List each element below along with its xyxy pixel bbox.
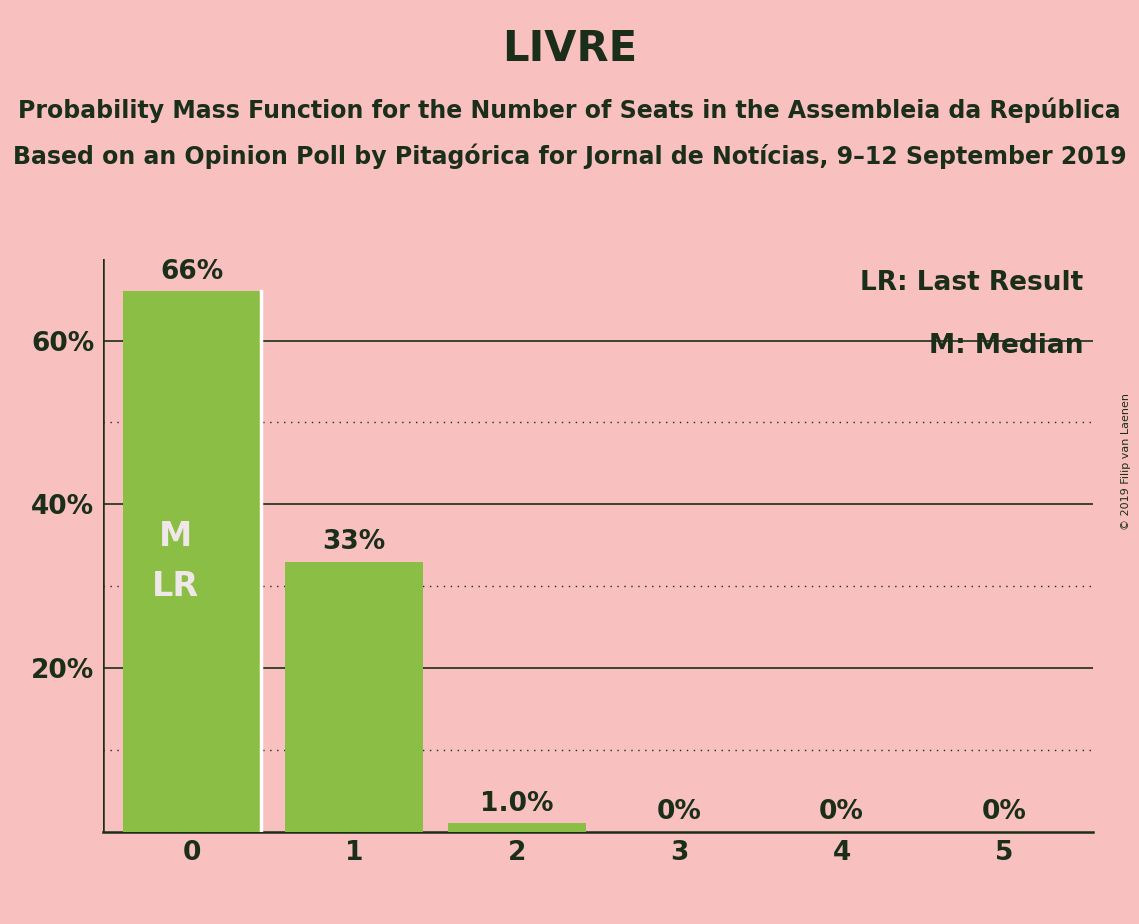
- Text: LR: Last Result: LR: Last Result: [860, 270, 1083, 297]
- Text: Probability Mass Function for the Number of Seats in the Assembleia da República: Probability Mass Function for the Number…: [18, 97, 1121, 123]
- Text: M: Median: M: Median: [929, 334, 1083, 359]
- Text: LR: LR: [151, 569, 199, 602]
- Text: LIVRE: LIVRE: [502, 28, 637, 69]
- Bar: [285, 562, 424, 832]
- Bar: [448, 823, 585, 832]
- Text: M: M: [159, 520, 192, 553]
- Text: 0%: 0%: [657, 799, 702, 825]
- Text: 66%: 66%: [161, 259, 223, 285]
- Text: © 2019 Filip van Laenen: © 2019 Filip van Laenen: [1121, 394, 1131, 530]
- Text: 33%: 33%: [322, 529, 386, 555]
- Text: Based on an Opinion Poll by Pitagórica for Jornal de Notícias, 9–12 September 20: Based on an Opinion Poll by Pitagórica f…: [13, 143, 1126, 169]
- Bar: [123, 291, 261, 832]
- Text: 0%: 0%: [982, 799, 1026, 825]
- Text: 1.0%: 1.0%: [480, 791, 554, 817]
- Text: 0%: 0%: [819, 799, 865, 825]
